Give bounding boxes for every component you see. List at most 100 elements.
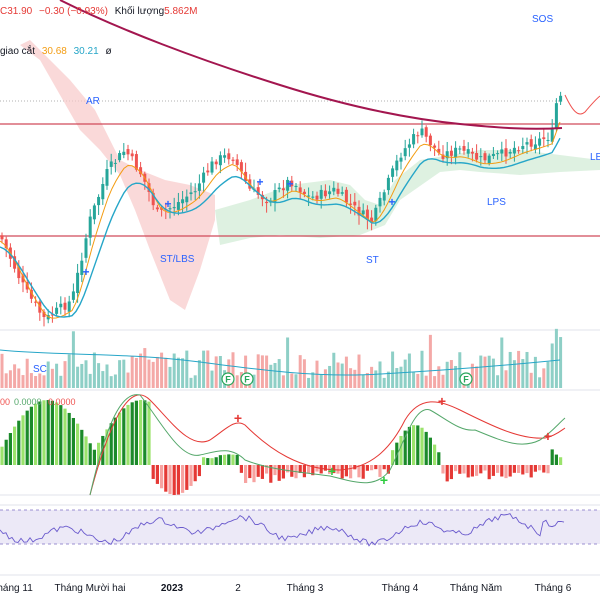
candle-body [17,266,21,279]
candle [109,153,113,175]
macd-bar [256,465,260,477]
candle [189,182,193,201]
f-marker-circle [240,372,254,386]
cloud-layer [20,40,600,310]
macd-bar [378,465,382,477]
macd-bar [25,410,29,465]
macd-bar [197,465,201,477]
volume-bar [399,366,403,388]
candle-body [412,134,416,145]
volume-bar [206,350,210,388]
volume-bar [546,361,550,388]
f-marker: F [459,372,473,386]
candle-body [63,302,67,310]
f-marker: F [240,372,254,386]
macd-bar [433,444,437,465]
candle [17,260,21,284]
ma-extra: ø [105,46,112,57]
volume-bar [50,368,54,388]
volume-bar [328,365,332,388]
macd-bar [122,408,126,465]
volume-bar [88,373,92,388]
macd-bar [126,404,130,465]
volume-bar [168,366,172,388]
macd-bar [134,400,138,465]
volume-bar [311,372,315,388]
volume-bar [344,356,348,388]
macd-value-2: 0.0000 [14,397,42,407]
macd-bar [92,449,96,465]
volume-bar [307,377,311,388]
candle-body [21,275,25,283]
candle [97,194,101,216]
candle-body [13,256,17,269]
macd-bar [538,465,542,471]
candle-body [42,311,46,318]
macd-bar [508,465,512,477]
volume-bar [193,375,197,388]
candle [559,91,563,105]
candle [34,296,38,307]
candle [118,150,122,163]
candle-body [349,203,353,205]
candle [361,203,365,217]
volume-bar [21,375,25,388]
volume-bar [42,375,46,388]
volume-ma-line [0,349,561,376]
candle [391,165,395,183]
candle-body [101,184,105,200]
volume-bar [416,373,420,388]
candle-body [218,155,222,166]
candle [344,187,348,208]
macd-bar [365,465,369,471]
volume-bar [130,355,134,388]
annotation-st-lbs: ST/LBS [160,254,195,265]
candle-body [382,192,386,201]
candle-body [546,140,550,142]
candle [500,141,504,162]
candle [340,186,344,196]
volume-bar [550,343,554,388]
macd-bar [500,465,504,477]
candle-body [529,139,533,147]
ma-slow-line [0,137,561,318]
candle-body [113,162,117,164]
candle-body [227,153,231,160]
volume-bar [529,372,533,388]
volume-bar [113,374,117,388]
candle-body [67,301,71,312]
candle [328,185,332,199]
candle-body [496,153,500,155]
candle [176,192,180,216]
candle-body [458,148,462,150]
volume-bar [67,354,71,388]
candle-body [357,206,361,216]
macd-bar [223,454,227,465]
volume-bar [55,363,59,388]
macd-bar [84,436,88,465]
volume-bar [235,375,239,388]
volume-bar [181,358,185,388]
macd-bar [193,465,197,482]
candle-body [38,301,42,313]
candle [294,182,298,192]
candle-body [454,147,458,158]
macd-bar [479,465,483,474]
candle [71,283,75,303]
volume-bar [63,361,67,388]
volume-bar [391,351,395,388]
volume-bar [449,360,453,388]
candle [13,250,17,273]
macd-bar [281,465,285,479]
macd-bar [139,400,143,465]
macd-bar [80,429,84,465]
candle-body [449,150,453,156]
candle-body [328,191,332,195]
candle [441,145,445,163]
macd-bar [181,465,185,493]
candle-body [105,169,109,186]
candle-body [386,177,390,191]
macd-bar [88,443,92,465]
candle-body [176,202,180,210]
